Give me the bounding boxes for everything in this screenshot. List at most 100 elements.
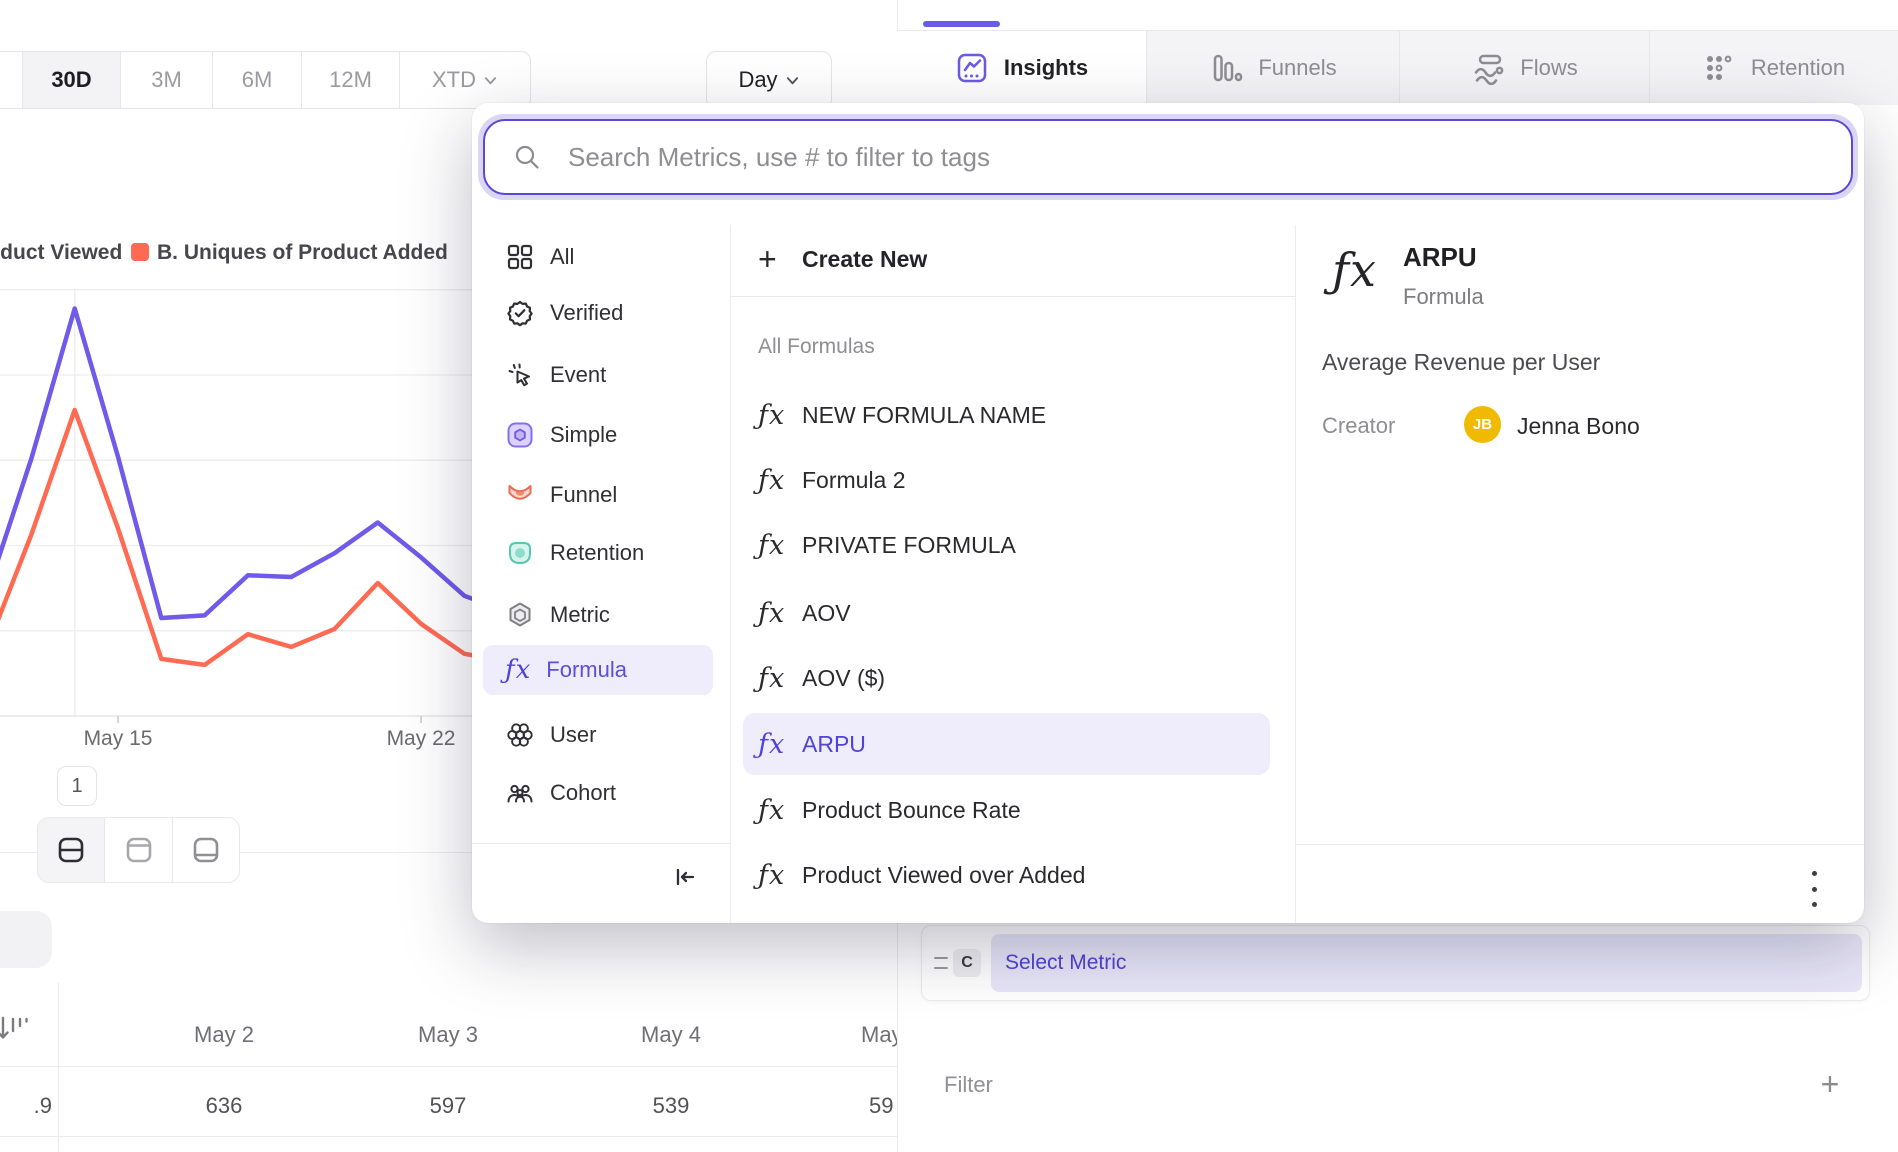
table-header-divider [0, 1066, 897, 1067]
funnel-icon [505, 480, 535, 510]
formula-fx-icon: ƒx [758, 859, 786, 891]
table-column-header[interactable]: May [861, 1022, 897, 1047]
formula-item[interactable]: ƒx Formula 2 [730, 452, 1295, 508]
layout-table-button[interactable] [172, 818, 239, 882]
time-range-label: 3M [151, 67, 182, 92]
search-field [483, 119, 1853, 195]
table-row-label: .9 [33, 1093, 52, 1118]
tab-flows[interactable]: Flows [1400, 31, 1650, 105]
formula-fx-icon: ƒx [758, 464, 786, 496]
pagination-page-1[interactable]: 1 [57, 766, 97, 806]
page-number: 1 [71, 774, 83, 797]
retention-icon [1702, 51, 1736, 85]
avatar: JB [1464, 406, 1501, 443]
insights-icon [955, 51, 989, 85]
formula-fx-icon: ƒx [758, 597, 786, 629]
tab-funnels[interactable]: Funnels [1147, 31, 1400, 105]
category-label: Metric [550, 602, 610, 627]
layout-table-icon [189, 833, 223, 867]
time-range-3m[interactable]: 3M [120, 52, 212, 108]
tab-insights[interactable]: Insights [897, 31, 1147, 105]
all-grid-icon [505, 242, 535, 272]
formula-fx-icon: ƒx [758, 662, 786, 694]
search-icon [512, 142, 542, 172]
collapse-left-icon[interactable] [671, 863, 699, 891]
formula-item[interactable]: ƒx Product Bounce Rate [730, 782, 1295, 838]
tab-retention[interactable]: Retention [1650, 31, 1897, 105]
granularity-dropdown[interactable]: Day [706, 51, 832, 109]
tab-label: Retention [1750, 55, 1846, 80]
time-range-xtd[interactable]: XTD [399, 52, 530, 108]
funnels-icon [1209, 51, 1243, 85]
table-column-header[interactable]: May 4 [641, 1022, 701, 1047]
sort-descending-icon[interactable] [0, 1010, 28, 1046]
category-cohort[interactable]: Cohort [472, 768, 730, 818]
search-focus-ring [478, 114, 1858, 200]
legend-label-b[interactable]: B. Uniques of Product Added [157, 241, 448, 264]
sidebar-footer-divider [472, 843, 730, 844]
category-funnel[interactable]: Funnel [472, 470, 730, 520]
formula-name: Product Viewed over Added [802, 861, 1086, 888]
category-formula[interactable]: ƒx Formula [483, 645, 713, 695]
report-tabbar: Insights Funnels Flows Retention [897, 30, 1898, 105]
user-cluster-icon [505, 720, 535, 750]
formula-name: Formula 2 [802, 466, 906, 493]
x-axis-tick-label: May 15 [83, 727, 153, 750]
search-input[interactable] [566, 140, 1851, 174]
kebab-menu-icon[interactable] [1806, 871, 1822, 907]
time-range-label: 30D [51, 67, 92, 92]
category-all[interactable]: All [472, 232, 730, 282]
category-simple[interactable]: Simple [472, 410, 730, 460]
category-user[interactable]: User [472, 710, 730, 760]
detail-divider [1295, 225, 1296, 923]
collapsed-tab-chip[interactable] [0, 911, 52, 968]
category-retention[interactable]: Retention [472, 528, 730, 578]
drag-handle[interactable] [934, 957, 948, 969]
simple-icon [505, 420, 535, 450]
formula-item[interactable]: ƒx PRIVATE FORMULA [730, 517, 1295, 573]
category-label: Event [550, 362, 607, 387]
category-label: Verified [550, 300, 624, 325]
time-range-label: XTD [432, 67, 476, 92]
formula-name: NEW FORMULA NAME [802, 401, 1047, 428]
legend-label-a[interactable]: A. Uniques of Product Viewed [0, 241, 123, 264]
time-range-6m[interactable]: 6M [212, 52, 301, 108]
table-column-header[interactable]: May 3 [418, 1022, 478, 1047]
detail-creator-label: Creator [1322, 413, 1396, 438]
formula-item[interactable]: ƒx Product Viewed over Added [730, 847, 1295, 903]
category-event[interactable]: Event [472, 350, 730, 400]
formula-item-arpu-selected[interactable]: ƒx ARPU [743, 713, 1270, 775]
clause-letter-badge[interactable]: C [953, 949, 981, 977]
formula-item[interactable]: ƒx NEW FORMULA NAME [730, 387, 1295, 443]
category-verified[interactable]: Verified [472, 288, 730, 338]
formula-item[interactable]: ƒx AOV ($) [730, 650, 1295, 706]
category-label: All [550, 244, 575, 269]
category-label: Formula [546, 657, 627, 682]
category-metric[interactable]: Metric [472, 590, 730, 640]
x-axis-tick-label: May 22 [386, 727, 456, 750]
formula-fx-icon: ƒx [758, 794, 786, 826]
formula-fx-icon: ƒx [758, 529, 786, 561]
layout-split-button[interactable] [38, 818, 104, 882]
add-filter-button[interactable]: + [1820, 1065, 1840, 1102]
tab-label: Funnels [1258, 55, 1337, 80]
formula-name: AOV ($) [802, 664, 886, 691]
create-new-button[interactable]: + Create New [730, 231, 1295, 287]
table-column-header[interactable]: May 2 [194, 1022, 254, 1047]
avatar-initials: JB [1472, 416, 1493, 433]
table-cell: 59 [869, 1093, 894, 1118]
chevron-down-icon [785, 73, 800, 88]
table-row-divider [0, 1136, 897, 1137]
select-metric-button[interactable]: Select Metric [991, 934, 1862, 992]
retention-cup-icon [505, 538, 535, 568]
time-range-12m[interactable]: 12M [301, 52, 399, 108]
metric-clause-card: C Select Metric [921, 925, 1870, 1001]
formula-item[interactable]: ƒx AOV [730, 585, 1295, 641]
time-range-hidden[interactable] [0, 52, 22, 108]
time-range-30d[interactable]: 30D [22, 52, 120, 108]
formula-name: AOV [802, 599, 851, 626]
layout-chart-button[interactable] [104, 818, 172, 882]
tab-label: Insights [1003, 55, 1089, 80]
active-report-indicator [923, 21, 1000, 27]
